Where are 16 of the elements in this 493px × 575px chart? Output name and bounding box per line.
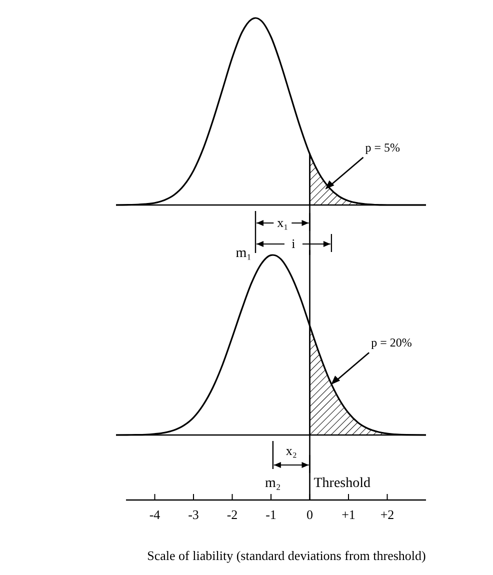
x-tick-label: -4 xyxy=(149,507,161,522)
annotation: m₁ xyxy=(236,246,252,261)
annotation: p = 20% xyxy=(371,336,412,350)
text: m₂ xyxy=(265,476,281,491)
x-tick-label: -2 xyxy=(226,507,238,522)
x-tick-label: -1 xyxy=(266,507,276,522)
text: x₂ xyxy=(286,443,297,458)
x-tick-label: -3 xyxy=(188,507,199,522)
x-tick-label: +2 xyxy=(380,507,394,522)
x-axis-title: Scale of liability (standard deviations from threshold) xyxy=(147,548,426,563)
annotation: p = 5% xyxy=(365,140,400,154)
text: i xyxy=(292,236,296,251)
text: x₁ xyxy=(277,215,288,230)
x-tick-label: +1 xyxy=(342,507,356,522)
ref-line-label: Threshold xyxy=(314,476,371,491)
x-tick-label: 0 xyxy=(306,507,313,522)
